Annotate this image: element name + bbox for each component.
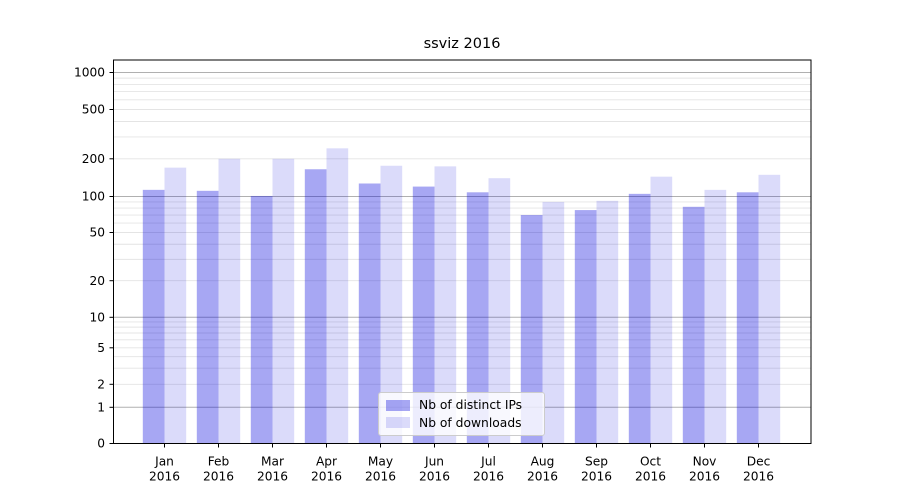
bar-aug-2016-distinct-ips <box>520 215 543 444</box>
bar-may-2016-distinct-ips <box>358 183 381 444</box>
y-tick-label: 2 <box>97 378 105 392</box>
legend-swatch-distinct-ips <box>386 400 410 411</box>
bar-mar-2016-downloads <box>272 158 295 444</box>
x-tick-label: Jun 2016 <box>419 455 450 484</box>
bar-jun-2016-downloads <box>434 166 457 444</box>
legend-label-downloads: Nb of downloads <box>419 415 522 430</box>
x-tick-label: Jan 2016 <box>149 455 180 484</box>
bar-apr-2016-downloads <box>326 148 349 444</box>
bar-mar-2016-distinct-ips <box>250 195 273 444</box>
bar-feb-2016-distinct-ips <box>196 190 219 444</box>
bar-apr-2016-distinct-ips <box>304 169 327 444</box>
gridlines-minor <box>113 77 811 385</box>
x-tick-label: Oct 2016 <box>635 455 666 484</box>
bar-sep-2016-distinct-ips <box>574 210 597 444</box>
x-tick-label: May 2016 <box>365 455 396 484</box>
x-tick-label: Nov 2016 <box>689 455 720 484</box>
bar-oct-2016-distinct-ips <box>628 193 651 444</box>
x-tick-label: Mar 2016 <box>257 455 288 484</box>
y-tick-label: 0 <box>97 437 105 451</box>
bar-jul-2016-downloads <box>488 178 511 444</box>
bar-jan-2016-distinct-ips <box>142 189 165 444</box>
legend-row-distinct-ips: Nb of distinct IPs <box>386 398 537 412</box>
y-tick-label: 20 <box>89 274 105 288</box>
bar-jun-2016-distinct-ips <box>412 186 435 444</box>
bar-aug-2016-downloads <box>542 201 565 444</box>
bar-oct-2016-downloads <box>650 176 673 444</box>
bar-dec-2016-distinct-ips <box>736 192 759 444</box>
y-tick-label: 100 <box>82 190 105 204</box>
x-tick-label: Aug 2016 <box>527 455 558 484</box>
y-tick-label: 5 <box>97 341 105 355</box>
x-axis-ticks: Jan 2016 Feb 2016 Mar 2016 Apr 2016 May 2016 Jun 20… <box>149 443 774 484</box>
bar-may-2016-downloads <box>380 165 403 444</box>
bar-feb-2016-downloads <box>218 158 241 444</box>
y-tick-label: 200 <box>82 152 105 166</box>
bar-jul-2016-distinct-ips <box>466 192 489 444</box>
legend-swatch-downloads <box>386 417 410 428</box>
bar-jan-2016-downloads <box>164 167 187 444</box>
bars <box>142 148 781 444</box>
legend-label-distinct-ips: Nb of distinct IPs <box>419 398 523 413</box>
y-tick-label: 500 <box>82 103 105 117</box>
legend-row-downloads: Nb of downloads <box>386 416 537 430</box>
y-tick-label: 50 <box>89 226 105 240</box>
x-tick-label: Sep 2016 <box>581 455 612 484</box>
bar-sep-2016-downloads <box>596 200 619 444</box>
bar-dec-2016-downloads <box>758 174 781 444</box>
x-tick-label: Feb 2016 <box>203 455 234 484</box>
y-tick-label: 1 <box>97 401 105 415</box>
y-tick-label: 1000 <box>74 66 105 80</box>
legend: Nb of distinct IPs Nb of downloads <box>378 392 545 436</box>
y-tick-label: 10 <box>89 311 105 325</box>
y-axis-ticks: 0 1 2 5 10 20 50 100 200 500 1000 <box>74 66 114 451</box>
x-tick-label: Dec 2016 <box>743 455 774 484</box>
bar-nov-2016-downloads <box>704 189 727 444</box>
x-tick-label: Jul 2016 <box>473 455 504 484</box>
chart-title: ssviz 2016 <box>423 36 501 52</box>
x-tick-label: Apr 2016 <box>311 455 342 484</box>
bar-nov-2016-distinct-ips <box>682 206 705 444</box>
plot-border <box>113 59 812 444</box>
